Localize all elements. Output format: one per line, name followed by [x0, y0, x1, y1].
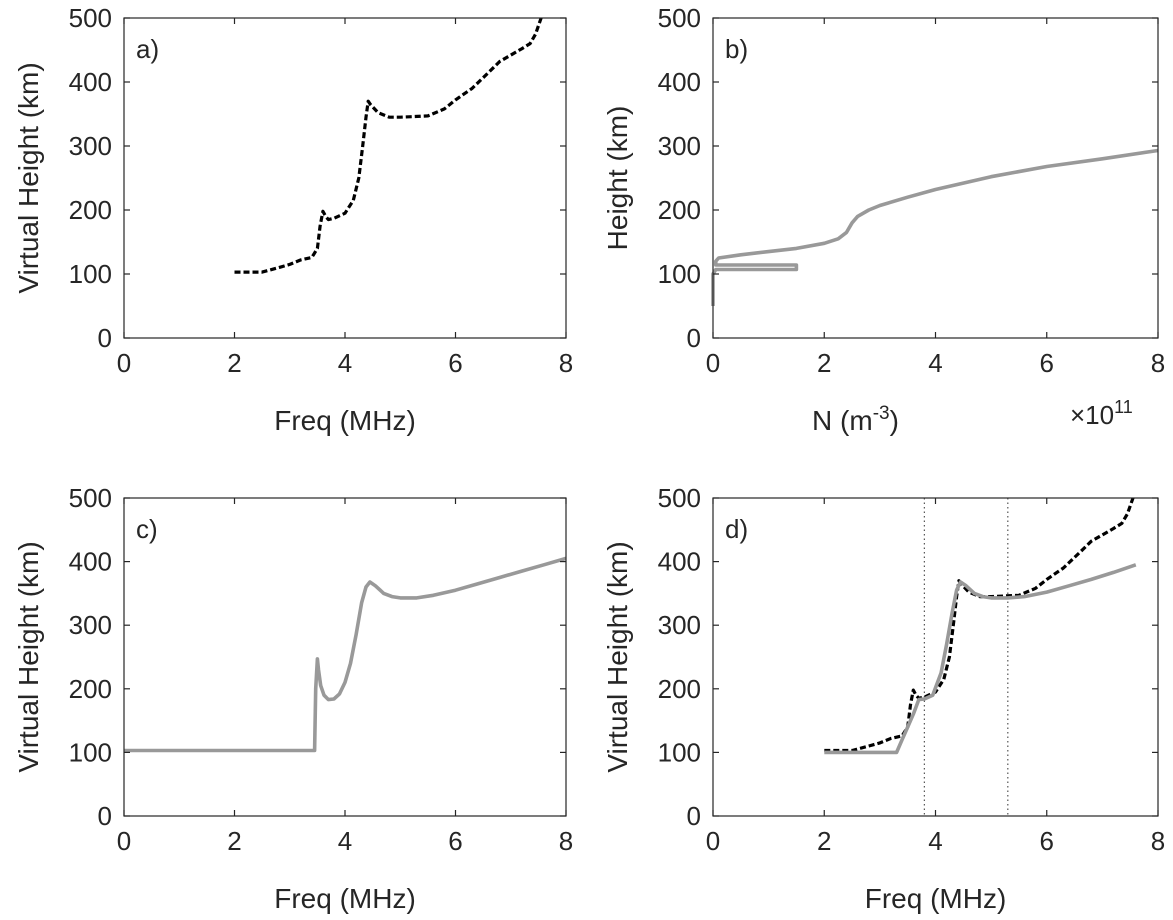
x-tick-label: 0: [706, 348, 720, 378]
x-axis-label: Freq (MHz): [865, 883, 1007, 914]
axes-frame: [123, 17, 567, 339]
axes-frame: [123, 497, 567, 817]
x-axis-label-end: ): [890, 405, 899, 436]
y-tick-label: 400: [69, 547, 112, 577]
x-tick-label: 8: [1151, 348, 1165, 378]
y-tick-label: 300: [658, 131, 701, 161]
x-tick-label: 2: [817, 826, 831, 856]
panel-label: a): [136, 34, 159, 64]
y-tick-label: 500: [69, 483, 112, 513]
y-tick-label: 500: [658, 483, 701, 513]
y-tick-label: 0: [687, 323, 701, 353]
y-tick-label: 100: [658, 737, 701, 767]
y-tick-label: 400: [658, 547, 701, 577]
y-tick-label: 200: [658, 674, 701, 704]
x-axis-label: N (m-3): [812, 403, 899, 436]
y-axis-label: Height (km): [602, 106, 633, 251]
x-tick-label: 0: [706, 826, 720, 856]
panel-label: c): [136, 514, 158, 544]
y-tick-label: 300: [658, 610, 701, 640]
x-axis-label-base: N (m: [812, 405, 873, 436]
panel-label: d): [725, 514, 748, 544]
x-axis-multiplier-base: ×10: [1070, 400, 1114, 430]
y-tick-label: 300: [69, 610, 112, 640]
x-tick-label: 6: [448, 826, 462, 856]
x-tick-label: 6: [1040, 826, 1054, 856]
series-line: [234, 17, 543, 274]
x-tick-label: 2: [817, 348, 831, 378]
x-tick-label: 2: [227, 348, 241, 378]
y-tick-label: 400: [69, 67, 112, 97]
series-line: [824, 497, 1135, 753]
y-tick-label: 0: [98, 801, 112, 831]
axes-frame: [712, 17, 1159, 339]
x-tick-label: 4: [928, 826, 942, 856]
x-tick-label: 2: [227, 826, 241, 856]
y-tick-label: 200: [69, 195, 112, 225]
y-tick-label: 0: [687, 801, 701, 831]
series-line: [711, 148, 1159, 306]
y-tick-label: 200: [658, 195, 701, 225]
y-axis-label: Virtual Height (km): [13, 541, 44, 772]
x-tick-label: 4: [338, 826, 352, 856]
x-tick-label: 6: [448, 348, 462, 378]
x-axis-multiplier-exponent: 11: [1114, 397, 1133, 417]
series-line: [824, 563, 1137, 755]
x-axis-multiplier: ×1011: [1070, 397, 1133, 430]
y-tick-label: 500: [69, 3, 112, 33]
x-tick-label: 8: [559, 348, 573, 378]
panel-c: 0 2 4 6 8 0 100 200 300 400 500 c) Virtual Height (k…: [13, 483, 573, 914]
y-tick-label: 400: [658, 67, 701, 97]
y-axis-label: Virtual Height (km): [602, 541, 633, 772]
y-tick-label: 200: [69, 674, 112, 704]
panel-a: 0 2 4 6 8 0 100 200 300 400 500 a) Virtual Height (k…: [13, 3, 573, 436]
axes-frame: [712, 497, 1159, 817]
x-axis-label: Freq (MHz): [274, 883, 416, 914]
x-tick-label: 8: [1151, 826, 1165, 856]
x-axis-label-exponent: -3: [873, 403, 890, 424]
x-tick-label: 0: [117, 826, 131, 856]
x-tick-label: 4: [928, 348, 942, 378]
series-line: [124, 556, 567, 753]
y-tick-label: 0: [98, 323, 112, 353]
panel-b: 0 2 4 6 8 0 100 200 300 400 500 b) Height (km) N (m-3…: [602, 3, 1165, 436]
y-tick-label: 100: [69, 259, 112, 289]
x-tick-label: 8: [559, 826, 573, 856]
x-tick-label: 6: [1040, 348, 1054, 378]
x-axis-label: Freq (MHz): [274, 405, 416, 436]
y-tick-label: 100: [69, 737, 112, 767]
x-tick-label: 0: [117, 348, 131, 378]
x-tick-label: 4: [338, 348, 352, 378]
y-tick-label: 500: [658, 3, 701, 33]
panel-d: 0 2 4 6 8 0 100 200 300 400 500 d) Virtual Height (k…: [602, 483, 1165, 914]
y-axis-label: Virtual Height (km): [13, 62, 44, 293]
y-tick-label: 300: [69, 131, 112, 161]
panel-label: b): [725, 34, 748, 64]
y-tick-label: 100: [658, 259, 701, 289]
